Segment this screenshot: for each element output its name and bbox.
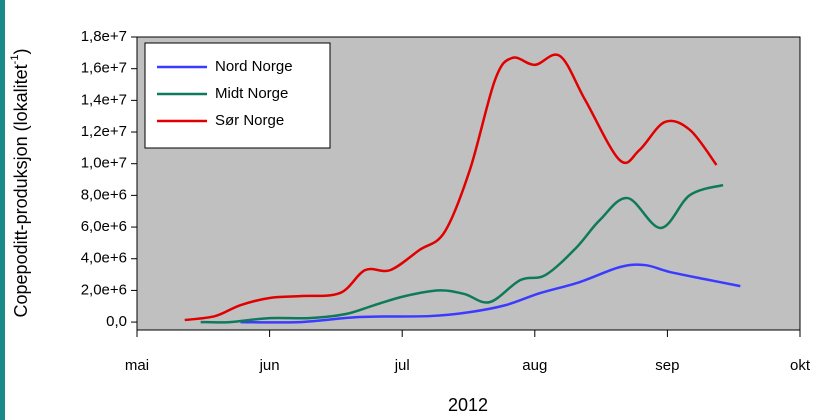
y-tick-label: 2,0e+6	[81, 281, 127, 298]
y-tick-label: 1,6e+7	[81, 60, 127, 77]
y-axis-label: Copepoditt-produksjon (lokalitet-1)	[9, 49, 31, 318]
legend: Nord Norge Midt Norge Sør Norge	[144, 42, 331, 149]
x-tick-label: jul	[394, 357, 410, 374]
legend-box	[144, 42, 331, 149]
slide-edge	[0, 0, 5, 420]
series-line	[184, 53, 718, 322]
x-tick-label: aug	[522, 357, 547, 374]
x-tick-label: jun	[259, 357, 280, 374]
y-tick-label: 4,0e+6	[81, 250, 127, 267]
x-tick-label: sep	[655, 357, 679, 374]
y-tick-label: 1,2e+7	[81, 123, 127, 140]
legend-label: Sør Norge	[215, 112, 284, 129]
x-tick-label: okt	[790, 357, 811, 374]
legend-label: Midt Norge	[215, 85, 288, 102]
legend-label: Nord Norge	[215, 58, 293, 75]
y-tick-label: 1,4e+7	[81, 91, 127, 108]
series-line	[240, 263, 741, 324]
y-tick-label: 6,0e+6	[81, 218, 127, 235]
x-axis-label: 2012	[448, 395, 488, 415]
y-tick-label: 1,0e+7	[81, 155, 127, 172]
y-tick-label: 1,8e+7	[81, 28, 127, 45]
x-tick-label: mai	[125, 357, 149, 374]
y-tick-label: 8,0e+6	[81, 186, 127, 203]
y-tick-label: 0,0	[106, 313, 127, 330]
series-line	[200, 183, 724, 324]
